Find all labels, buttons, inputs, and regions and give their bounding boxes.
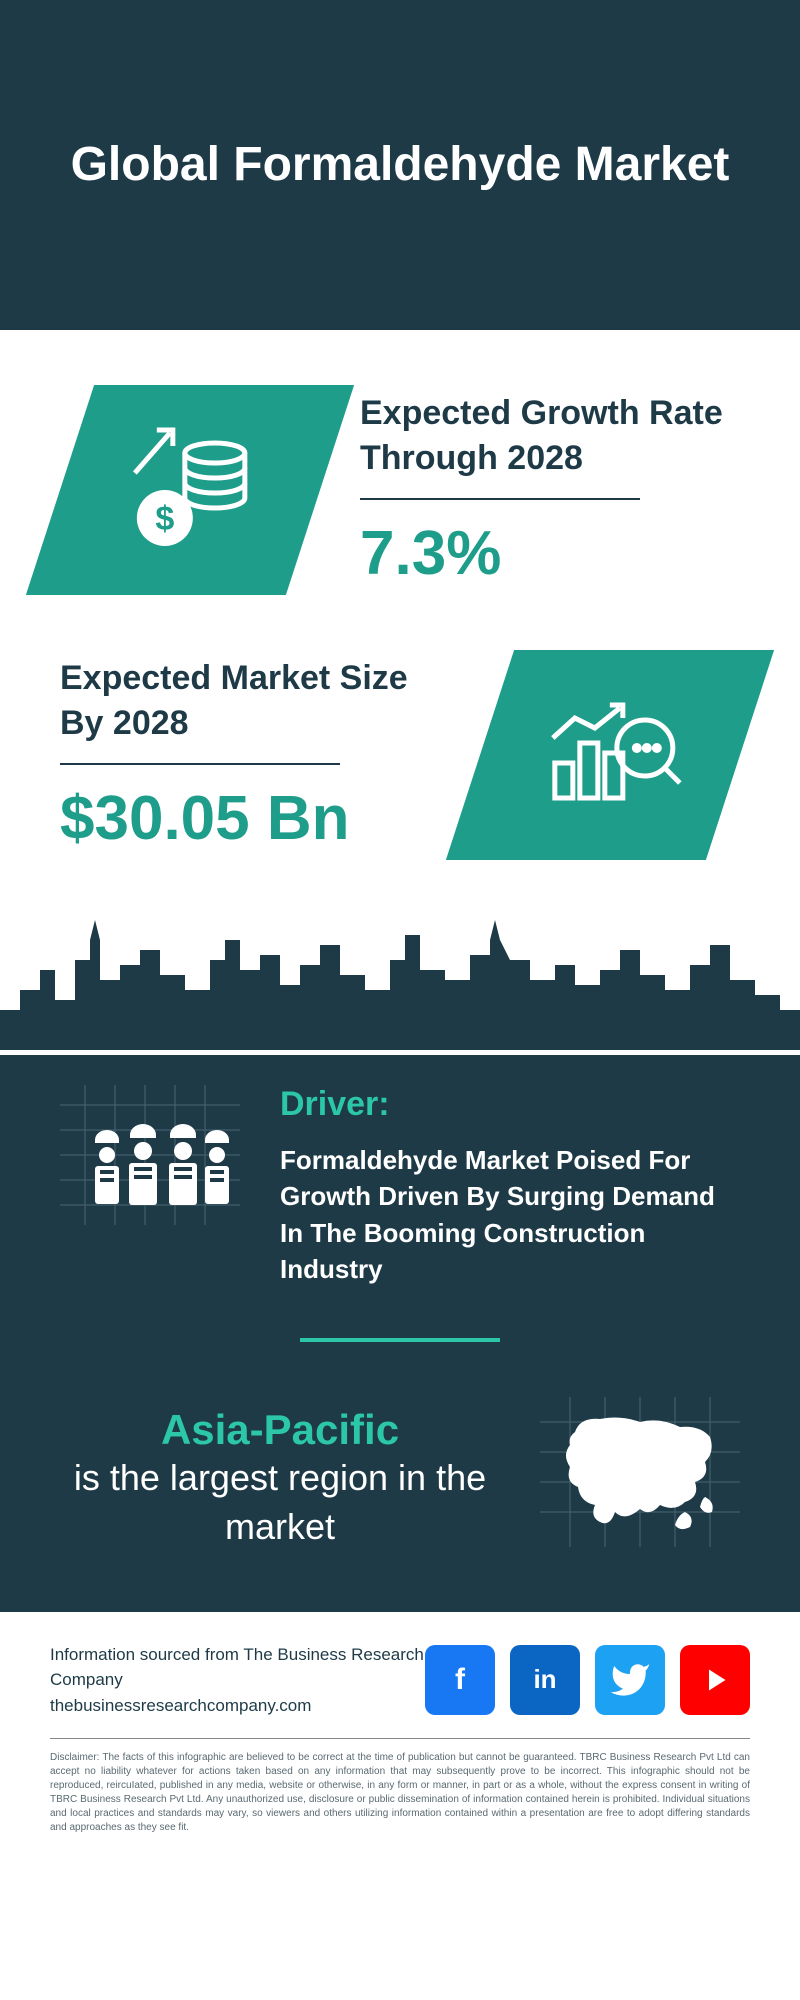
- region-subtext: is the largest region in the market: [60, 1454, 500, 1551]
- divider: [360, 498, 640, 500]
- source-line-1: Information sourced from The Business Re…: [50, 1642, 425, 1693]
- market-size-label: Expected Market Size By 2028: [60, 656, 440, 744]
- region-highlight: Asia-Pacific: [60, 1406, 500, 1454]
- disclaimer-text: Disclaimer: The facts of this infographi…: [50, 1751, 750, 1835]
- money-growth-icon: $: [115, 418, 265, 558]
- linkedin-icon[interactable]: in: [510, 1645, 580, 1715]
- source-line-2: thebusinessresearchcompany.com: [50, 1693, 425, 1719]
- growth-rate-value: 7.3%: [360, 518, 740, 589]
- growth-icon-banner: $: [26, 385, 354, 595]
- skyline-silhouette: [0, 910, 800, 1055]
- svg-text:$: $: [156, 500, 175, 538]
- market-size-row: Expected Market Size By 2028 $30.05 Bn: [0, 630, 800, 910]
- youtube-icon[interactable]: [680, 1645, 750, 1715]
- workers-icon: [60, 1085, 240, 1245]
- growth-rate-label: Expected Growth Rate Through 2028: [360, 391, 740, 479]
- driver-description: Formaldehyde Market Poised For Growth Dr…: [280, 1142, 740, 1288]
- divider: [50, 1738, 750, 1739]
- market-size-value: $30.05 Bn: [60, 783, 440, 854]
- teal-divider: [300, 1338, 500, 1342]
- twitter-icon[interactable]: [595, 1645, 665, 1715]
- footer: Information sourced from The Business Re…: [0, 1612, 800, 1856]
- driver-row: Driver: Formaldehyde Market Poised For G…: [60, 1085, 740, 1288]
- chart-analysis-icon: [535, 683, 685, 823]
- header-banner: Global Formaldehyde Market: [0, 0, 800, 330]
- driver-label: Driver:: [280, 1085, 740, 1124]
- asia-map-icon: [540, 1397, 740, 1557]
- page-title: Global Formaldehyde Market: [71, 135, 730, 195]
- facebook-icon[interactable]: f: [425, 1645, 495, 1715]
- footer-source: Information sourced from The Business Re…: [50, 1642, 425, 1719]
- region-row: Asia-Pacific is the largest region in th…: [60, 1397, 740, 1562]
- growth-rate-row: $ Expected Growth Rate Through 2028 7.3%: [0, 330, 800, 630]
- divider: [60, 763, 340, 765]
- social-icons: f in: [425, 1645, 750, 1715]
- dark-section: Driver: Formaldehyde Market Poised For G…: [0, 1055, 800, 1612]
- market-icon-banner: [446, 650, 774, 860]
